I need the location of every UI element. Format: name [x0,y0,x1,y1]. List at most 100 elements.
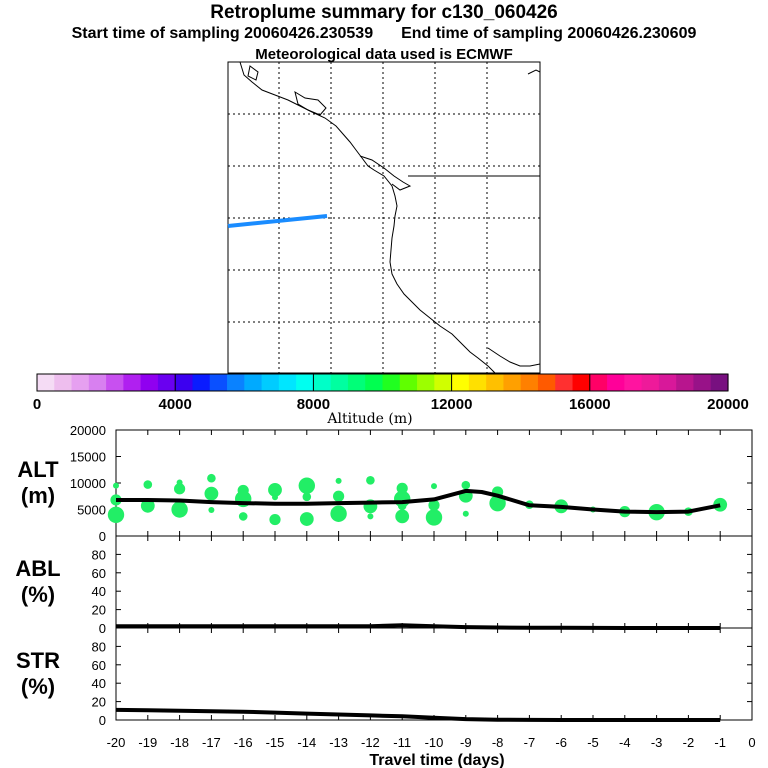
x-tick-label: -5 [587,735,599,750]
chart-title: Retroplume summary for c130_060426 [210,2,558,23]
map-coastline [239,61,496,374]
plume-track [227,214,328,228]
colorbar-swatch [710,374,729,391]
colorbar-swatch [123,374,142,391]
x-tick-label: -11 [393,735,411,750]
x-axis-label: Travel time (days) [369,752,504,768]
colorbar-swatch [520,374,539,391]
colorbar-swatch [330,374,349,391]
x-tick-label: -9 [460,735,472,750]
x-tick-label: -3 [651,735,663,750]
colorbar-swatch [296,374,314,391]
x-tick-label: -6 [555,735,567,750]
x-tick-label: -10 [425,735,444,750]
colorbar-tick-label: 8000 [297,396,330,413]
x-tick-label: -12 [361,735,380,750]
x-tick-label: -20 [107,735,126,750]
colorbar-swatch [37,374,55,391]
x-tick-label: 0 [748,735,755,750]
colorbar-swatch [572,374,591,391]
x-tick-label: -2 [683,735,695,750]
y-tick-label: 0 [99,621,106,636]
y-axis-unit: (%) [21,582,55,607]
x-tick-label: -18 [170,735,189,750]
y-tick-label: 40 [92,676,106,691]
x-tick-label: -15 [266,735,285,750]
map-island [247,65,259,81]
x-tick-label: -16 [234,735,253,750]
plume-cluster-dot [395,509,410,524]
map-panel [227,61,541,374]
plume-cluster-dot [298,477,315,494]
start-time-label: Start time of sampling 20060426.230539 [71,25,374,42]
y-tick-label: 20000 [70,423,106,438]
plume-cluster-dot [174,483,186,495]
colorbar-swatch [261,374,280,391]
colorbar-swatch [244,374,263,391]
y-axis-label: STR [16,648,60,673]
x-tick-label: -1 [714,735,726,750]
colorbar-swatch [537,374,556,391]
colorbar-swatch [589,374,608,391]
colorbar-swatch [658,374,677,391]
colorbar-swatch [676,374,695,391]
plume-cluster-dot [207,473,216,483]
x-tick-label: -19 [138,735,157,750]
colorbar-swatch [382,374,401,391]
colorbar-swatch [555,374,574,391]
y-tick-label: 20 [92,695,106,710]
plume-cluster-dot [140,498,155,513]
y-tick-label: 80 [92,547,106,562]
colorbar-swatch [157,374,176,391]
colorbar-swatch [399,374,418,391]
colorbar-swatch [192,374,211,391]
colorbar-swatch [503,374,522,391]
y-tick-label: 60 [92,658,106,673]
plume-cluster-dot [143,480,153,489]
plume-cluster-dot [431,483,437,490]
colorbar-swatch [209,374,228,391]
met-data-label: Meteorological data used is ECMWF [255,46,513,63]
colorbar-swatch [434,374,453,391]
colorbar-tick-label: 0 [33,396,41,413]
plume-cluster-dot [272,494,278,501]
x-tick-label: -17 [202,735,221,750]
plume-cluster-dot [113,482,119,489]
plume-cluster-dot [299,512,314,526]
y-axis-label: ALT [17,457,59,482]
colorbar-swatch [641,374,660,391]
plume-cluster-dot [268,482,282,497]
y-tick-label: 40 [92,584,106,599]
plume-cluster-dot [425,509,443,526]
colorbar-tick-label: 4000 [159,396,192,413]
map-island [294,90,327,116]
plume-cluster-dot [269,513,281,526]
colorbar-swatch [486,374,505,391]
plume-cluster-dot [335,477,342,484]
colorbar-tick-label: 20000 [707,396,749,413]
colorbar-swatch [140,374,159,391]
y-tick-label: 15000 [70,450,106,465]
plume-cluster-dot [366,476,375,485]
x-tick-label: -13 [329,735,348,750]
plume-cluster-dot [428,499,440,511]
x-tick-label: -8 [492,735,504,750]
colorbar-swatch [106,374,124,391]
colorbar-swatch [451,374,470,391]
x-tick-label: -7 [524,735,536,750]
colorbar-swatch [693,374,712,391]
colorbar-swatch [347,374,366,391]
colorbar-swatch [71,374,90,391]
plume-cluster-dot [333,490,345,502]
plume-cluster-dot [204,486,219,501]
end-time-label: End time of sampling 20060426.230609 [401,25,697,42]
colorbar-swatch [175,374,194,391]
colorbar-swatch [88,374,107,391]
y-axis-unit: (%) [21,674,55,699]
y-tick-label: 0 [99,713,106,728]
plume-cluster-dot [462,510,469,517]
panel-frame [115,535,753,629]
colorbar-swatch [365,374,384,391]
y-tick-label: 80 [92,639,106,654]
plume-cluster-dot [302,492,312,502]
